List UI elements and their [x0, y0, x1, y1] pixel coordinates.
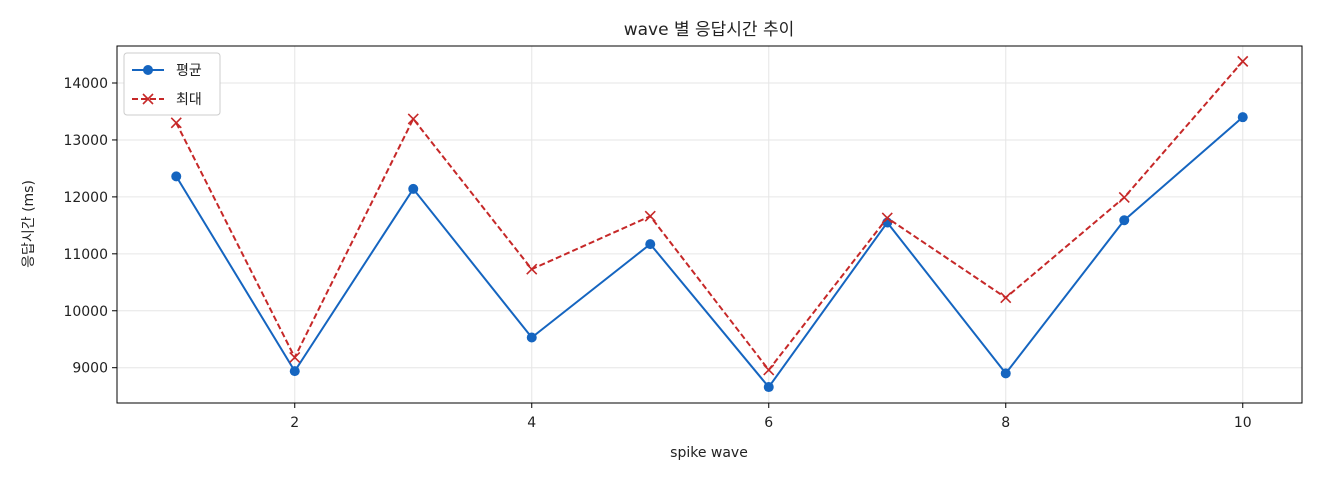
legend-box: [123, 52, 221, 116]
data-point: [763, 382, 774, 393]
data-point: [1000, 368, 1011, 379]
y-axis-label: 응답시간 (ms): [21, 180, 37, 268]
legend-marker: [143, 65, 153, 75]
data-point: [1000, 292, 1012, 304]
series-1: [171, 112, 1248, 393]
data-point: [289, 351, 301, 364]
series-line: [175, 116, 1244, 389]
y-tick-label: 13000: [63, 133, 108, 149]
plot-area-frame: [116, 45, 1303, 404]
y-tick-label: 11000: [63, 247, 108, 263]
data-point: [171, 171, 182, 182]
x-axis-label: spike wave: [670, 445, 748, 461]
data-point: [645, 239, 656, 250]
y-tick-label: 12000: [63, 190, 108, 206]
legend-label: 평균: [176, 63, 202, 79]
x-tick-label: 10: [1234, 415, 1252, 431]
grid: [117, 46, 1302, 403]
data-point: [408, 183, 419, 194]
data-point: [1237, 112, 1248, 123]
data-point: [407, 113, 419, 125]
chart-title: wave 별 응답시간 추이: [624, 20, 795, 40]
y-tick-label: 14000: [63, 76, 108, 92]
x-tick-label: 2: [290, 415, 299, 431]
data-point: [763, 364, 775, 376]
series-layer: [170, 55, 1249, 393]
x-tick-label: 6: [764, 415, 773, 431]
tick-layer: 2 4 6 8 10 9000 10000 11000 12000 13000 14000: [63, 76, 1251, 431]
data-point: [1118, 191, 1130, 204]
series-2: [170, 55, 1249, 376]
legend-label: 최대: [176, 92, 202, 108]
data-point: [1119, 215, 1130, 226]
data-point: [526, 263, 538, 275]
y-tick-label: 9000: [72, 361, 108, 377]
data-point: [289, 366, 300, 377]
legend-item: 평균: [132, 63, 202, 79]
x-tick-label: 4: [527, 415, 536, 431]
data-point: [881, 212, 893, 224]
data-point: [170, 117, 182, 129]
data-point: [644, 210, 656, 222]
series-line: [175, 60, 1244, 372]
data-point: [1237, 55, 1249, 67]
data-point: [526, 332, 537, 343]
legend-item: 최대: [132, 92, 202, 108]
y-tick-label: 10000: [63, 304, 108, 320]
legend-marker: [142, 93, 154, 105]
x-tick-label: 8: [1001, 415, 1010, 431]
